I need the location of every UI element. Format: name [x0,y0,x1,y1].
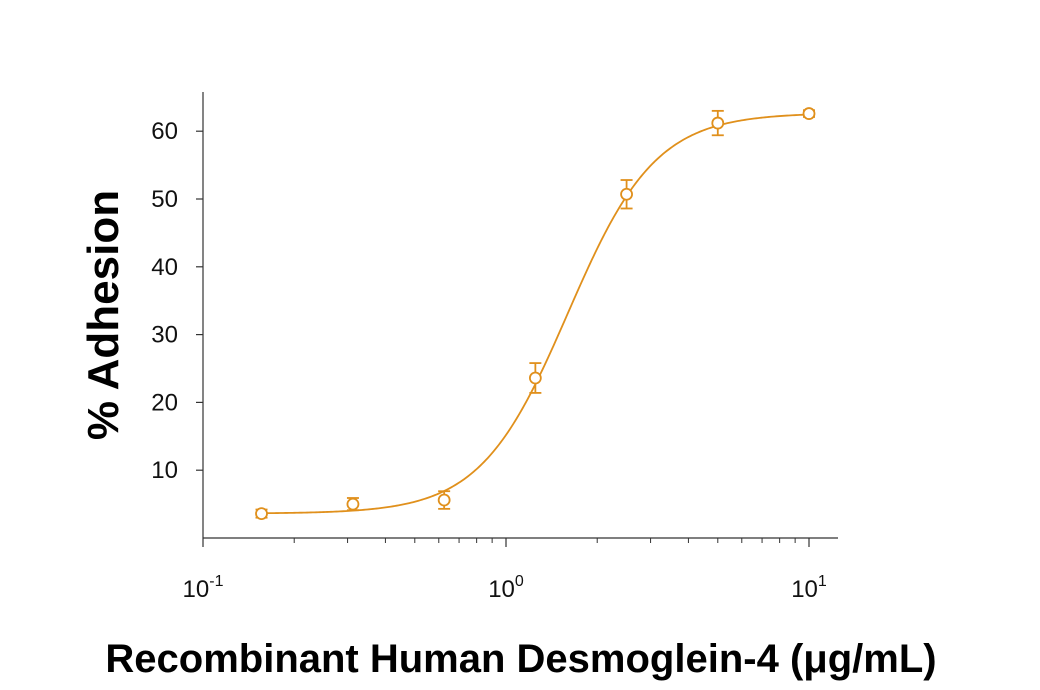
data-marker [346,497,360,511]
data-point [437,490,451,510]
x-tick-label-exponent: 1 [818,573,827,590]
data-marker [620,187,633,201]
data-point [346,497,360,512]
data-marker [255,507,268,520]
data-marker [711,116,725,130]
data-point [255,507,268,520]
x-tick-label-exponent: 0 [515,573,524,590]
y-tick-label: 50 [151,186,178,213]
axes [202,92,838,539]
data-marker [802,107,816,120]
x-tick-label: 101 [791,573,827,603]
y-tick-label: 10 [151,457,178,484]
x-tick-label: 10-1 [183,573,224,603]
data-point [620,179,633,210]
data-marker [528,371,542,385]
data-point [802,107,816,120]
data-point [528,362,542,394]
y-tick-label: 60 [151,118,178,145]
y-tick-label: 30 [151,322,178,349]
fit-curve-layer [261,113,810,515]
x-tick-label-base: 10 [183,576,210,603]
fit-curve [261,113,810,515]
x-tick-label: 100 [488,573,524,603]
y-tick-label: 40 [151,254,178,281]
data-points-layer [255,107,816,520]
data-point [711,109,725,137]
y-axis-label: % Adhesion [79,190,128,440]
data-marker [437,493,451,507]
x-axis-label: Recombinant Human Desmoglein-4 (μg/mL) [105,637,936,681]
x-tick-label-exponent: -1 [209,573,223,590]
x-tick-label-base: 10 [791,576,818,603]
x-tick-label-base: 10 [488,576,515,603]
y-tick-label: 20 [151,389,178,416]
